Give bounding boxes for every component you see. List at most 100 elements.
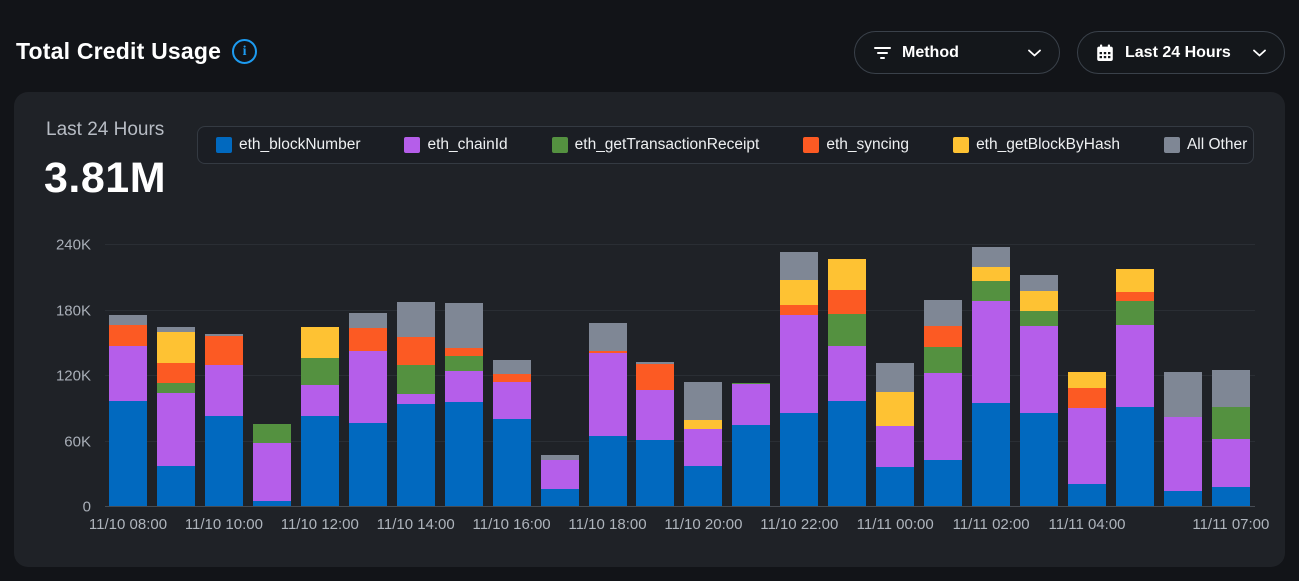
bar-segment[interactable] bbox=[636, 390, 675, 440]
bar-segment[interactable] bbox=[300, 327, 339, 358]
bar-segment[interactable] bbox=[348, 423, 387, 506]
bar-segment[interactable] bbox=[1163, 417, 1202, 491]
bar-segment[interactable] bbox=[924, 300, 963, 326]
bar-segment[interactable] bbox=[1163, 491, 1202, 506]
bar-segment[interactable] bbox=[444, 303, 483, 348]
bar-column[interactable] bbox=[444, 303, 483, 506]
time-range-button[interactable]: Last 24 Hours bbox=[1077, 31, 1285, 74]
bar-segment[interactable] bbox=[636, 362, 675, 364]
bar-segment[interactable] bbox=[924, 347, 963, 373]
bar-segment[interactable] bbox=[109, 401, 147, 506]
legend-item[interactable]: eth_chainId bbox=[404, 136, 508, 154]
bar-segment[interactable] bbox=[300, 385, 339, 416]
bar-segment[interactable] bbox=[444, 348, 483, 356]
bar-segment[interactable] bbox=[252, 424, 291, 443]
bar-segment[interactable] bbox=[1115, 269, 1154, 292]
bar-segment[interactable] bbox=[444, 402, 483, 506]
bar-segment[interactable] bbox=[1068, 484, 1106, 506]
bar-segment[interactable] bbox=[1020, 326, 1059, 413]
legend-item[interactable]: eth_syncing bbox=[803, 136, 909, 154]
bar-segment[interactable] bbox=[396, 302, 435, 337]
bar-column[interactable] bbox=[1068, 372, 1106, 506]
bar-segment[interactable] bbox=[1068, 372, 1106, 388]
bar-segment[interactable] bbox=[204, 365, 243, 416]
bar-segment[interactable] bbox=[828, 401, 867, 506]
bar-segment[interactable] bbox=[780, 413, 819, 506]
bar-segment[interactable] bbox=[1211, 407, 1250, 439]
bar-segment[interactable] bbox=[684, 429, 723, 466]
bar-segment[interactable] bbox=[924, 460, 963, 506]
bar-segment[interactable] bbox=[204, 416, 243, 506]
bar-column[interactable] bbox=[780, 252, 819, 506]
bar-segment[interactable] bbox=[684, 382, 723, 420]
legend-item[interactable]: eth_getTransactionReceipt bbox=[551, 136, 759, 154]
bar-segment[interactable] bbox=[780, 305, 819, 315]
bar-segment[interactable] bbox=[540, 455, 579, 460]
bar-column[interactable] bbox=[109, 315, 147, 506]
bar-segment[interactable] bbox=[492, 374, 531, 382]
bar-column[interactable] bbox=[204, 334, 243, 506]
bar-column[interactable] bbox=[828, 259, 867, 506]
bar-column[interactable] bbox=[732, 383, 771, 506]
bar-column[interactable] bbox=[636, 362, 675, 506]
bar-segment[interactable] bbox=[588, 353, 627, 436]
bar-column[interactable] bbox=[396, 302, 435, 506]
bar-column[interactable] bbox=[540, 455, 579, 506]
bar-segment[interactable] bbox=[732, 425, 771, 506]
bar-column[interactable] bbox=[1115, 269, 1154, 506]
bar-segment[interactable] bbox=[396, 337, 435, 365]
bar-segment[interactable] bbox=[1020, 291, 1059, 311]
bar-segment[interactable] bbox=[348, 351, 387, 423]
bar-segment[interactable] bbox=[109, 315, 147, 325]
bar-segment[interactable] bbox=[972, 301, 1011, 403]
bar-column[interactable] bbox=[876, 363, 915, 506]
bar-segment[interactable] bbox=[396, 394, 435, 404]
bar-segment[interactable] bbox=[828, 346, 867, 401]
bar-segment[interactable] bbox=[780, 252, 819, 280]
bar-segment[interactable] bbox=[492, 419, 531, 506]
bar-segment[interactable] bbox=[828, 314, 867, 346]
bar-segment[interactable] bbox=[492, 382, 531, 419]
bar-segment[interactable] bbox=[540, 460, 579, 489]
bar-segment[interactable] bbox=[300, 416, 339, 506]
bar-segment[interactable] bbox=[972, 403, 1011, 506]
bar-segment[interactable] bbox=[876, 392, 915, 426]
legend-item[interactable]: eth_blockNumber bbox=[216, 136, 360, 154]
bar-segment[interactable] bbox=[684, 420, 723, 429]
bar-column[interactable] bbox=[1020, 275, 1059, 506]
bar-segment[interactable] bbox=[348, 313, 387, 328]
method-filter-button[interactable]: Method bbox=[854, 31, 1060, 74]
bar-segment[interactable] bbox=[780, 280, 819, 305]
bar-column[interactable] bbox=[972, 247, 1011, 506]
bar-segment[interactable] bbox=[1163, 372, 1202, 417]
bar-segment[interactable] bbox=[252, 443, 291, 501]
bar-segment[interactable] bbox=[588, 323, 627, 351]
bar-segment[interactable] bbox=[828, 259, 867, 290]
bar-column[interactable] bbox=[348, 313, 387, 506]
bar-segment[interactable] bbox=[444, 356, 483, 371]
bar-column[interactable] bbox=[1163, 372, 1202, 506]
bar-segment[interactable] bbox=[156, 393, 195, 466]
bar-segment[interactable] bbox=[540, 489, 579, 506]
bar-segment[interactable] bbox=[1115, 301, 1154, 325]
bar-segment[interactable] bbox=[1115, 325, 1154, 407]
bar-segment[interactable] bbox=[1020, 413, 1059, 506]
bar-segment[interactable] bbox=[636, 364, 675, 390]
bar-segment[interactable] bbox=[1068, 388, 1106, 408]
bar-segment[interactable] bbox=[300, 358, 339, 385]
bar-column[interactable] bbox=[588, 323, 627, 506]
bar-segment[interactable] bbox=[156, 327, 195, 332]
bar-segment[interactable] bbox=[348, 328, 387, 351]
bar-column[interactable] bbox=[1211, 370, 1250, 506]
bar-segment[interactable] bbox=[588, 436, 627, 506]
bar-column[interactable] bbox=[924, 300, 963, 506]
bar-segment[interactable] bbox=[1068, 408, 1106, 484]
bar-segment[interactable] bbox=[204, 336, 243, 365]
bar-segment[interactable] bbox=[924, 373, 963, 460]
bar-segment[interactable] bbox=[972, 281, 1011, 301]
bar-segment[interactable] bbox=[1211, 487, 1250, 506]
bar-segment[interactable] bbox=[204, 334, 243, 336]
bar-segment[interactable] bbox=[156, 363, 195, 383]
bar-column[interactable] bbox=[252, 424, 291, 506]
bar-segment[interactable] bbox=[109, 346, 147, 401]
